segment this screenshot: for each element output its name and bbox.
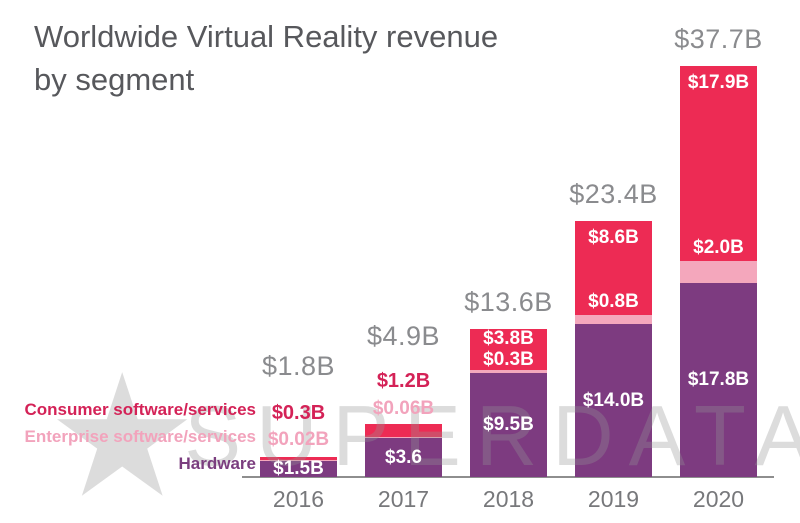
segment-consumer-2016 xyxy=(260,457,337,460)
x-axis-line xyxy=(242,476,774,478)
label-consumer-2016: $0.3B xyxy=(271,402,326,424)
label-hardware-2019: $14.0B xyxy=(582,389,645,411)
segment-hardware-2019: $14.0B xyxy=(575,324,652,477)
label-consumer-2019: $8.6B xyxy=(588,227,639,248)
year-label-2016: 2016 xyxy=(272,486,325,512)
year-label-2018: 2018 xyxy=(482,486,535,512)
total-label-2020: $37.7B xyxy=(674,24,763,54)
legend-item-enterprise: Enterprise software/services xyxy=(24,427,256,446)
label-enterprise-2019: $0.8B xyxy=(588,291,639,313)
bar-2019: $8.6B $0.8B $14.0B xyxy=(575,221,652,477)
total-label-2016: $1.8B xyxy=(261,351,336,381)
total-label-2018: $13.6B xyxy=(464,287,553,317)
label-consumer-2017: $1.2B xyxy=(376,370,431,392)
year-label-2017: 2017 xyxy=(377,486,430,512)
total-label-2017: $4.9B xyxy=(366,321,441,351)
label-hardware-2018: $9.5B xyxy=(483,414,534,436)
segment-hardware-2016: $1.5B xyxy=(260,458,337,480)
label-hardware-2017: $3.6 xyxy=(385,446,422,468)
year-label-2019: 2019 xyxy=(587,486,640,512)
chart-title-line1: Worldwide Virtual Reality revenue xyxy=(34,19,499,54)
label-hardware-2020: $17.8B xyxy=(687,369,750,391)
segment-hardware-2017: $3.6 xyxy=(365,438,442,477)
segment-hardware-2018: $9.5B xyxy=(470,373,547,477)
bar-2018: $3.8B $0.3B $9.5B xyxy=(470,329,547,477)
label-consumer-2020: $17.9B xyxy=(687,72,750,93)
total-label-2019: $23.4B xyxy=(569,179,658,209)
bar-2017: $3.6 xyxy=(365,424,442,477)
chart-title: Worldwide Virtual Reality revenue by seg… xyxy=(34,16,498,102)
segment-enterprise-2018 xyxy=(470,370,547,373)
label-enterprise-2017: $0.06B xyxy=(372,398,435,419)
segment-consumer-2020: $17.9B $2.0B xyxy=(680,66,757,261)
legend-item-consumer: Consumer software/services xyxy=(24,400,257,419)
chart-title-line2: by segment xyxy=(34,61,195,97)
segment-consumer-2017 xyxy=(365,424,442,437)
bar-2020: $17.9B $2.0B $17.8B xyxy=(680,66,757,477)
segment-consumer-2018: $3.8B $0.3B xyxy=(470,329,547,370)
segment-consumer-2019: $8.6B $0.8B xyxy=(575,221,652,315)
year-label-2020: 2020 xyxy=(692,486,745,512)
label-enterprise-2020: $2.0B xyxy=(693,237,744,259)
segment-enterprise-2019 xyxy=(575,315,652,324)
label-consumer-2018: $3.8B xyxy=(483,328,534,349)
label-enterprise-2016: $0.02B xyxy=(267,429,330,450)
segment-enterprise-2017 xyxy=(365,437,442,438)
label-enterprise-2018: $0.3B xyxy=(483,349,534,371)
legend-item-hardware: Hardware xyxy=(178,454,256,473)
segment-enterprise-2020 xyxy=(680,261,757,283)
segment-enterprise-2016 xyxy=(260,460,337,461)
segment-hardware-2020: $17.8B xyxy=(680,283,757,477)
label-hardware-2016: $1.5B xyxy=(273,458,324,480)
bar-2016: $1.5B xyxy=(260,457,337,480)
